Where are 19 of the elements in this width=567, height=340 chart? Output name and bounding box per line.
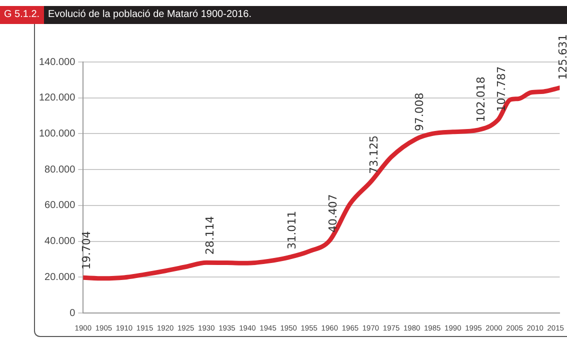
y-tick-label: 100.000	[38, 128, 76, 140]
data-label: 102.018	[474, 76, 488, 122]
y-tick-label: 120.000	[38, 92, 76, 104]
y-tick-label: 0	[70, 308, 76, 319]
chart-subtitle: G 5.1.2.	[0, 6, 44, 24]
data-label: 73.125	[368, 135, 381, 174]
data-label: 31.011	[285, 210, 298, 250]
chart-title: Evolució de la població de Mataró 1900-2016.	[48, 8, 252, 22]
y-tick-label: 20.000	[44, 272, 76, 283]
y-tick-label: 140.000	[38, 56, 76, 68]
y-tick-label: 40.000	[44, 236, 76, 248]
data-label: 107.787	[494, 66, 508, 112]
y-tick-label: 80.000	[44, 164, 76, 176]
data-label: 28.114	[203, 216, 216, 255]
data-label: 97.008	[412, 92, 426, 132]
y-tick-label: 60.000	[44, 200, 76, 212]
data-label: 125.631	[556, 34, 567, 80]
data-label: 19.704	[80, 231, 94, 270]
data-label: 40.407	[326, 194, 340, 233]
